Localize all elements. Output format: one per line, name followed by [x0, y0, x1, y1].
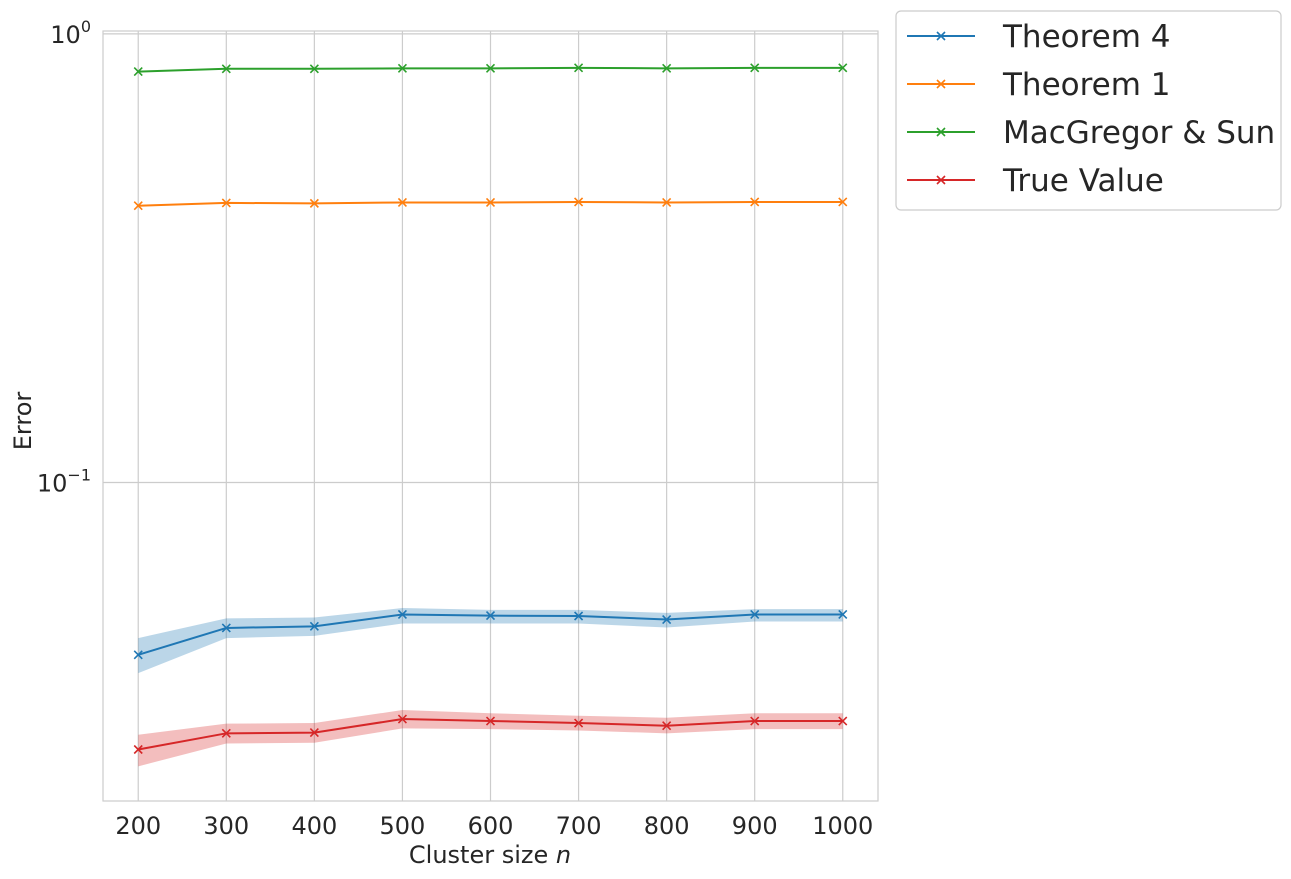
x-tick-label: 600 — [468, 812, 514, 840]
legend: Theorem 4 Theorem 1 MacGregor & Sun True Va… — [895, 10, 1282, 211]
x-tick-label: 200 — [115, 812, 161, 840]
x-tick-labels: 200 300 400 500 600 700 800 900 1000 — [115, 812, 873, 840]
plot-frame — [102, 30, 879, 802]
theorem-4-point — [133, 650, 143, 660]
theorem-1-point — [838, 197, 848, 207]
y-tick-label: 10−1 — [37, 466, 91, 498]
x-tick-label: 1000 — [812, 812, 873, 840]
theorem-4-point — [221, 623, 231, 633]
theorem-4-point — [750, 609, 760, 620]
legend-marker-theorem-4 — [936, 31, 946, 41]
y-tick-label: 100 — [50, 17, 91, 49]
macgregor-sun-point — [662, 63, 672, 73]
legend-label-theorem-1: Theorem 1 — [1002, 67, 1171, 103]
y-tick-labels: 100 10−1 — [37, 17, 91, 498]
true-value-point — [750, 716, 760, 726]
macgregor-sun-point — [750, 63, 760, 73]
theorem-4-point — [309, 621, 319, 631]
true-value-point — [397, 714, 407, 724]
macgregor-sun-point — [309, 64, 319, 74]
x-tick-label: 900 — [732, 812, 778, 840]
theorem-1-point — [662, 197, 672, 208]
legend-label-true-value: True Value — [1002, 163, 1164, 199]
macgregor-sun-point — [838, 63, 848, 73]
legend-marker-true-value — [936, 175, 946, 185]
theorem-1-point — [397, 197, 407, 208]
x-tick-label: 700 — [556, 812, 602, 840]
theorem-4-point — [662, 614, 672, 625]
confidence-bands — [138, 608, 843, 767]
true-value-point — [485, 716, 496, 726]
legend-label-macgregor-sun: MacGregor & Sun — [1003, 115, 1275, 151]
macgregor-sun-point — [133, 67, 143, 77]
theorem-4-band — [138, 608, 843, 674]
x-tick-label: 500 — [380, 812, 426, 840]
theorem-1-point — [133, 201, 143, 211]
grid — [103, 31, 878, 801]
theorem-1-point — [309, 198, 319, 208]
true-value-point — [221, 728, 231, 738]
x-axis-label-text: Cluster size — [409, 841, 556, 869]
legend-marker-theorem-1 — [936, 79, 946, 89]
macgregor-sun-point — [485, 63, 496, 73]
x-tick-label: 300 — [203, 812, 249, 840]
true-value-point — [309, 728, 319, 738]
true-value-band — [138, 710, 843, 767]
x-axis-label: Cluster size n — [409, 841, 571, 869]
true-value-point — [838, 716, 848, 726]
macgregor-sun-point — [574, 63, 584, 73]
true-value-point — [662, 721, 672, 731]
legend-marker-macgregor-sun — [936, 127, 946, 137]
theorem-4-point — [485, 611, 496, 621]
theorem-4-point — [397, 609, 407, 620]
y-axis-label: Error — [9, 392, 37, 451]
theorem-4-point — [838, 609, 848, 620]
true-value-point — [133, 744, 143, 755]
legend-box — [895, 10, 1282, 211]
theorem-1-point — [221, 198, 231, 208]
x-tick-label: 800 — [644, 812, 690, 840]
true-value-point — [574, 718, 584, 728]
x-tick-label: 400 — [291, 812, 337, 840]
macgregor-sun-point — [397, 63, 407, 73]
theorem-1-point — [750, 197, 760, 207]
macgregor-sun-point — [221, 64, 231, 74]
theorem-1-point — [485, 197, 496, 208]
theorem-1-point — [574, 197, 584, 207]
x-axis-label-var: n — [556, 841, 571, 869]
legend-label-theorem-4: Theorem 4 — [1002, 19, 1171, 55]
theorem-4-point — [574, 611, 584, 621]
series-markers — [133, 63, 848, 755]
